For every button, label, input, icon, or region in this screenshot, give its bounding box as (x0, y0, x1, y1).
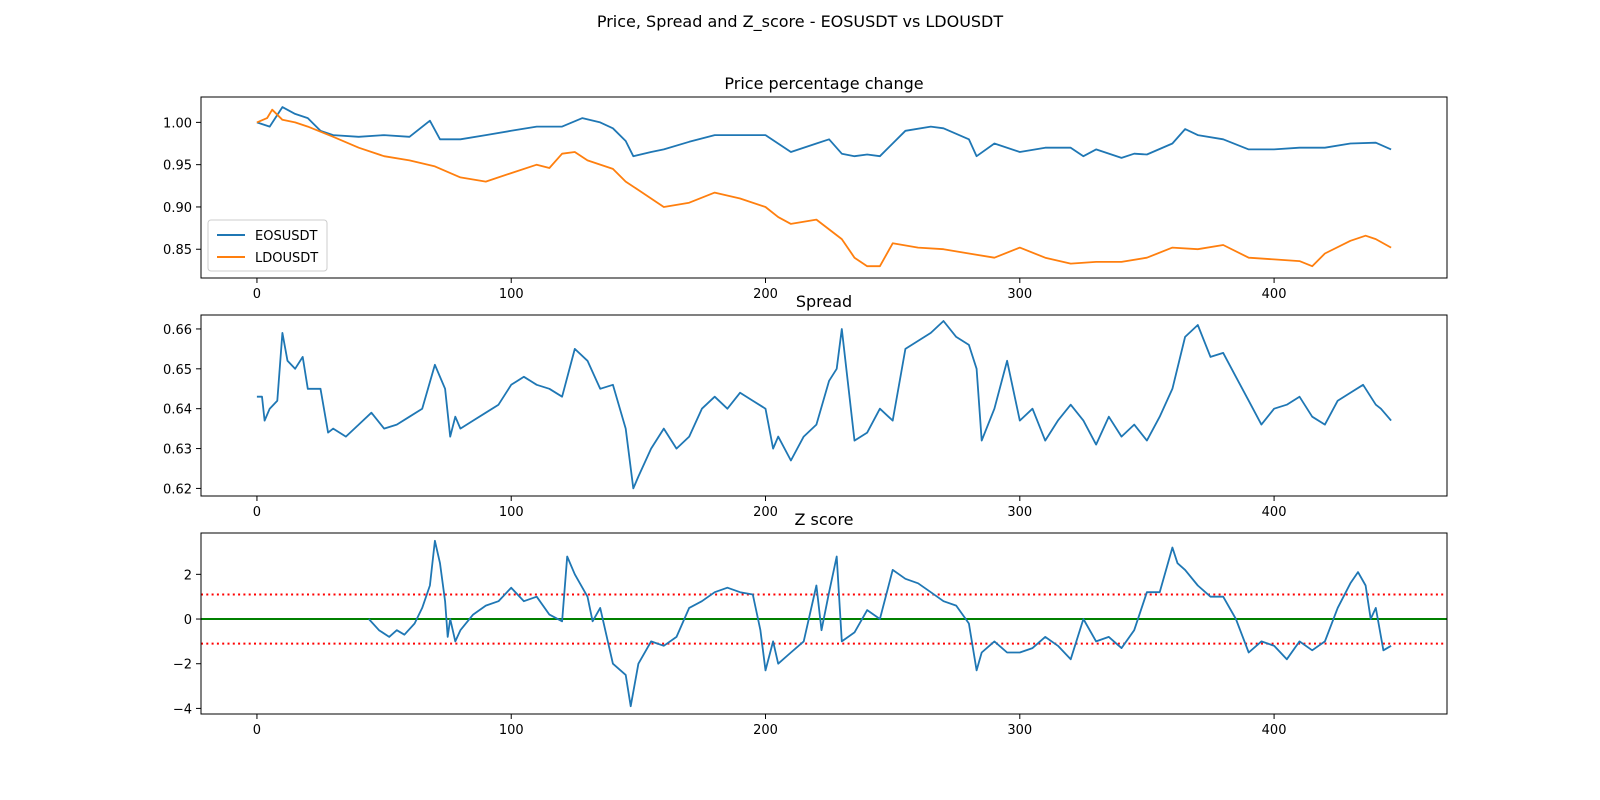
axes-frame (200, 532, 1448, 715)
series-line-ldousdt (256, 108, 1392, 268)
chart-title: Price percentage change (724, 74, 923, 93)
legend-label-eosusdt: EOSUSDT (255, 229, 317, 244)
y-tick-label: 0.62 (163, 482, 192, 497)
series-line (368, 539, 1392, 708)
series-line (256, 320, 1392, 490)
x-tick-label: 200 (753, 723, 778, 738)
y-tick-label: −2 (173, 658, 192, 673)
y-tick-label: 0.85 (163, 243, 192, 258)
chart-panel-1: Price percentage change 0 100 200 300 400 0.85… (163, 74, 1448, 302)
x-tick-label: 200 (753, 287, 778, 302)
x-tick-label: 400 (1262, 505, 1287, 520)
legend-box (207, 219, 328, 272)
chart-panel-2: Spread 0 100 200 300 400 0.62 0.63 0.64 0.65 0.66 (163, 292, 1448, 520)
chart-title: Spread (796, 292, 852, 311)
y-tick-label: 1.00 (163, 116, 192, 131)
y-tick-label: 2 (184, 568, 192, 583)
series-line-eosusdt (256, 106, 1392, 159)
legend-label-ldousdt: LDOUSDT (255, 251, 318, 266)
legend: EOSUSDT LDOUSDT (207, 219, 328, 272)
x-tick-label: 100 (499, 505, 524, 520)
x-tick-label: 300 (1007, 287, 1032, 302)
x-tick-label: 0 (253, 505, 261, 520)
x-tick-label: 300 (1007, 505, 1032, 520)
axes-frame (200, 96, 1448, 279)
chart-panel-3: Z score 0 100 200 300 400 −4 −2 0 2 (173, 510, 1448, 738)
y-tick-label: 0.65 (163, 363, 192, 378)
x-tick-label: 400 (1262, 287, 1287, 302)
x-tick-label: 400 (1262, 723, 1287, 738)
figure-title: Price, Spread and Z_score - EOSUSDT vs L… (597, 12, 1004, 32)
y-tick-label: 0.90 (163, 201, 192, 216)
y-tick-label: −4 (173, 702, 192, 717)
y-tick-label: 0 (184, 613, 192, 628)
x-tick-label: 0 (253, 723, 261, 738)
axes-frame (200, 314, 1448, 497)
x-tick-label: 0 (253, 287, 261, 302)
x-tick-label: 200 (753, 505, 778, 520)
y-tick-label: 0.95 (163, 159, 192, 174)
y-tick-label: 0.63 (163, 443, 192, 458)
y-tick-label: 0.66 (163, 323, 192, 338)
y-tick-label: 0.64 (163, 403, 192, 418)
x-tick-label: 300 (1007, 723, 1032, 738)
chart-title: Z score (794, 510, 853, 529)
x-tick-label: 100 (499, 723, 524, 738)
x-tick-label: 100 (499, 287, 524, 302)
